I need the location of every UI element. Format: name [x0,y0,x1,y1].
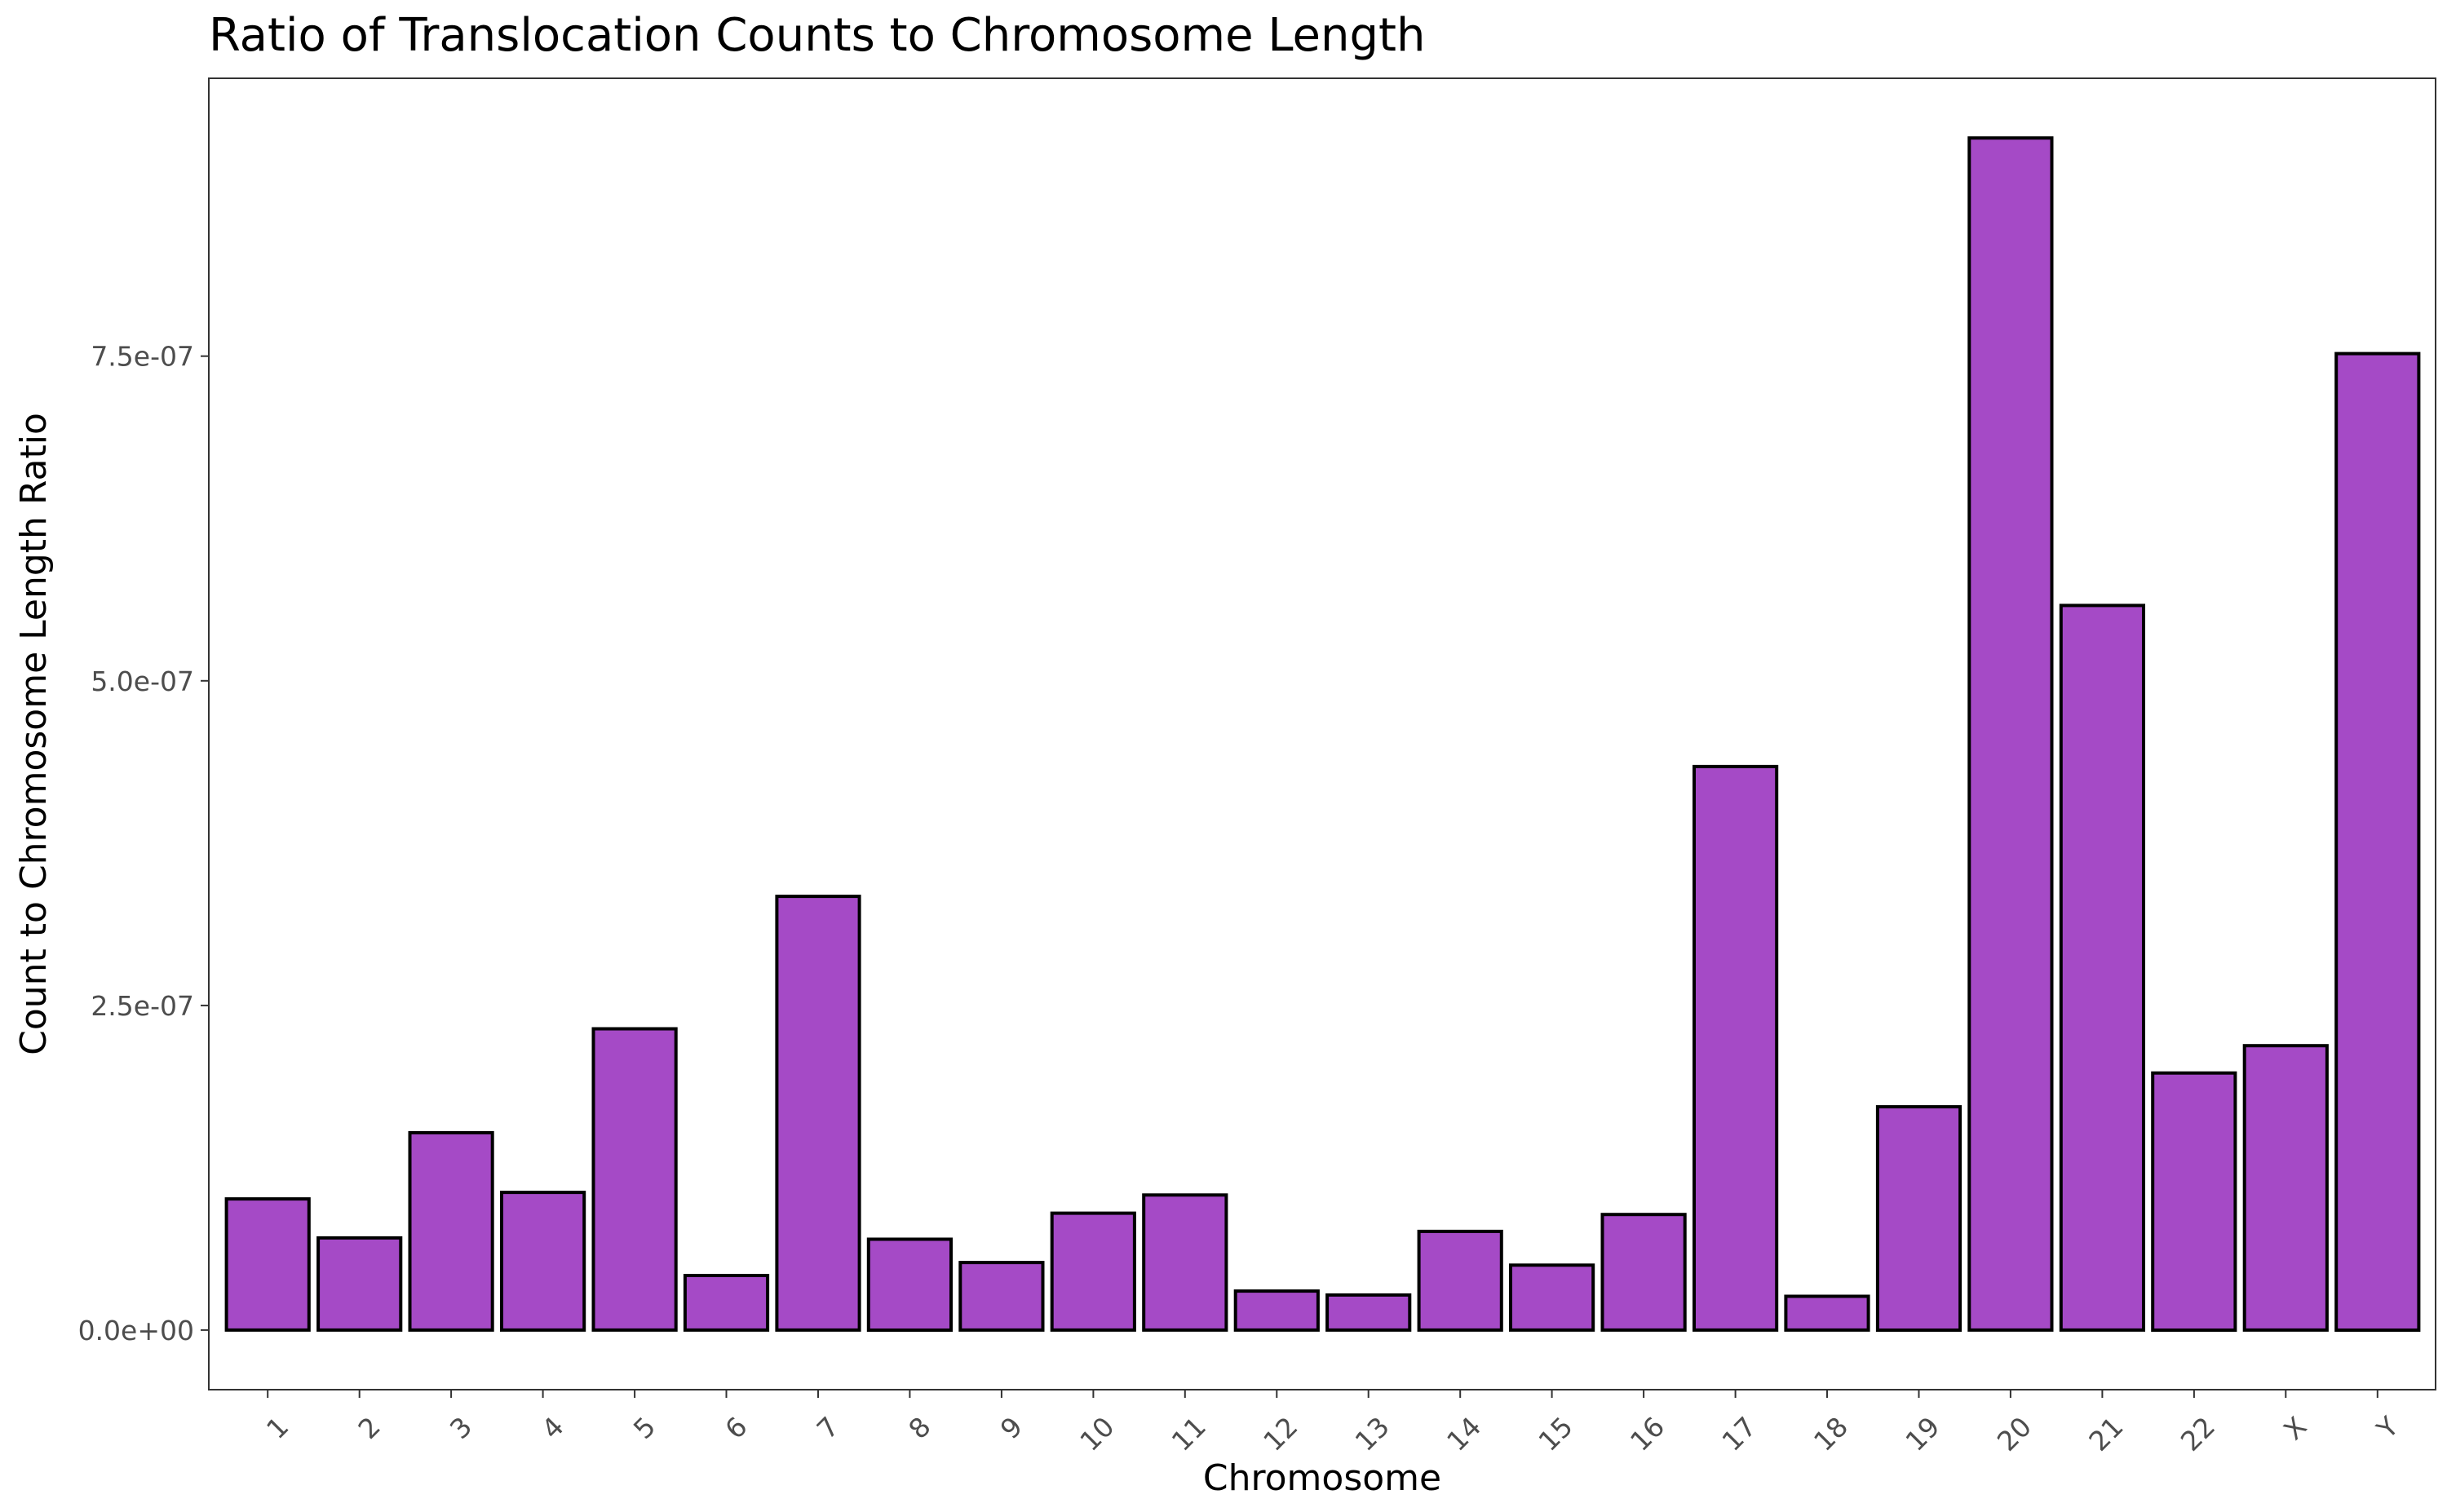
x-tick-label: X [2277,1411,2313,1447]
x-tick-label: 11 [1166,1411,1212,1457]
x-axis: 1 2 3 4 5 6 7 8 9 10 11 12 13 14 15 16 17 18 19 20 21 22 X Y [260,1390,2405,1457]
x-tick-label: Y [2370,1410,2405,1445]
x-tick-label: 6 [719,1411,753,1445]
x-tick-label: 1 [260,1411,294,1445]
bar-chromosome-Y [2334,351,2421,1333]
bar-chromosome-6 [683,1274,770,1332]
bar-chromosome-X [2242,1044,2329,1332]
bar-chromosome-19 [1875,1105,1962,1332]
plot-panel [208,77,2436,1390]
bar-chromosome-15 [1509,1263,1595,1332]
x-tick-label: 17 [1716,1411,1763,1457]
bar-chromosome-9 [958,1261,1045,1332]
bar-chromosome-5 [591,1027,678,1332]
x-tick-label: 3 [444,1411,478,1445]
bar-chromosome-7 [775,895,861,1332]
bar-chromosome-3 [408,1130,494,1332]
bar-chromosome-16 [1600,1213,1687,1332]
bar-chromosome-21 [2059,603,2146,1332]
x-tick-label: 10 [1073,1411,1120,1457]
bars-group [224,136,2421,1333]
x-tick-label: 9 [994,1411,1029,1445]
bar-chromosome-18 [1784,1294,1870,1332]
bar-chromosome-8 [866,1237,954,1332]
x-axis-title: Chromosome [1203,1457,1441,1499]
bar-chromosome-13 [1325,1293,1412,1332]
bar-chromosome-14 [1417,1229,1503,1332]
x-tick-label: 15 [1533,1411,1579,1457]
bar-chromosome-20 [1967,136,2054,1332]
y-tick-label: 2.5e-07 [91,990,194,1022]
x-tick-label: 2 [352,1411,386,1445]
bar-chromosome-10 [1050,1211,1136,1332]
bar-chromosome-2 [316,1236,403,1332]
y-tick-label: 7.5e-07 [91,341,194,373]
y-axis-title: Count to Chromosome Length Ratio [13,413,55,1055]
x-tick-label: 16 [1624,1411,1670,1457]
x-tick-label: 18 [1808,1411,1854,1457]
bar-chromosome-22 [2151,1071,2237,1332]
x-tick-label: 8 [902,1411,936,1445]
x-tick-label: 19 [1899,1411,1945,1457]
x-tick-label: 20 [1991,1411,2038,1457]
x-tick-label: 7 [811,1411,845,1445]
bar-chromosome-4 [500,1191,586,1332]
x-tick-label: 12 [1257,1411,1303,1457]
bar-chromosome-12 [1233,1289,1320,1332]
x-tick-label: 14 [1440,1411,1487,1457]
x-tick-label: 21 [2082,1411,2129,1457]
x-tick-label: 4 [535,1411,569,1445]
bar-chromosome-17 [1693,764,1779,1332]
chart-title: Ratio of Translocation Counts to Chromos… [209,9,1426,62]
y-axis: 0.0e+00 2.5e-07 5.0e-07 7.5e-07 [78,341,209,1346]
x-tick-label: 13 [1349,1411,1396,1457]
bar-chromosome-11 [1142,1193,1228,1332]
y-tick-label: 0.0e+00 [78,1315,194,1346]
y-tick-label: 5.0e-07 [91,665,194,697]
x-tick-label: 5 [627,1411,662,1445]
bar-chromosome-1 [224,1197,311,1332]
x-tick-label: 22 [2175,1411,2221,1457]
